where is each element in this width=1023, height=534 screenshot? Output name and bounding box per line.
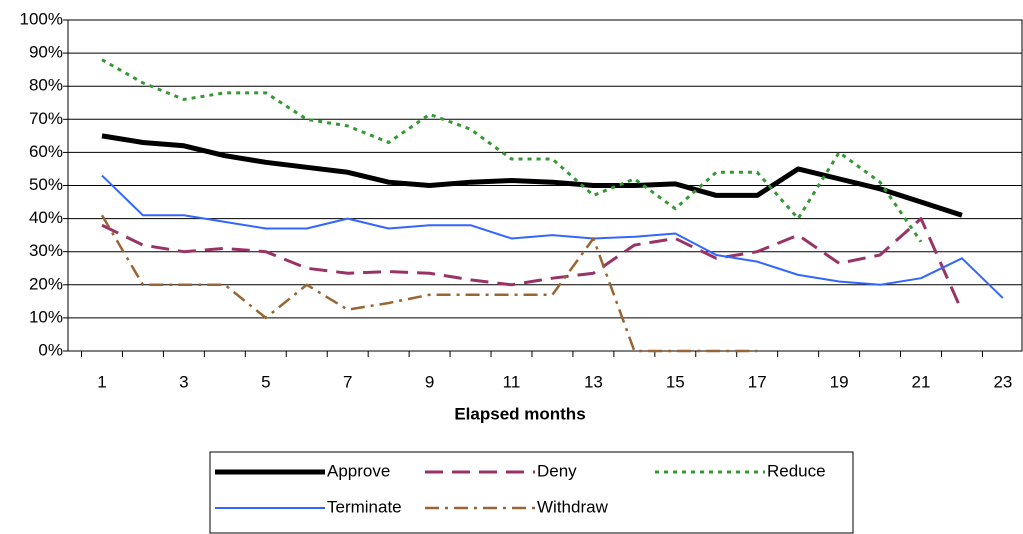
x-tick-label: 3 [179, 372, 188, 391]
y-tick-label: 90% [29, 43, 63, 62]
series-line [101, 174, 1004, 299]
y-tick-label: 70% [29, 109, 63, 128]
x-tick-label: 15 [666, 372, 685, 391]
legend-label: Terminate [327, 497, 402, 516]
series-line [101, 58, 923, 243]
x-tick-label: 13 [584, 372, 603, 391]
x-axis-title: Elapsed months [454, 404, 585, 423]
y-tick-label: 0% [38, 340, 63, 359]
series-line [101, 217, 964, 312]
x-tick-label: 9 [425, 372, 434, 391]
x-tick-label: 1 [97, 372, 106, 391]
x-tick-label: 5 [261, 372, 270, 391]
x-tick-label: 23 [993, 372, 1012, 391]
legend-label: Approve [327, 461, 390, 480]
y-tick-label: 100% [20, 9, 63, 28]
legend-label: Deny [537, 461, 577, 480]
series-line [100, 214, 758, 353]
x-tick-label: 7 [343, 372, 352, 391]
y-tick-label: 30% [29, 241, 63, 260]
legend-box [209, 451, 854, 534]
x-tick-label: 19 [830, 372, 849, 391]
x-tick-label: 17 [748, 372, 767, 391]
y-tick-label: 40% [29, 208, 63, 227]
y-tick-label: 50% [29, 175, 63, 194]
legend-label: Reduce [767, 461, 826, 480]
series-line [101, 133, 963, 218]
y-tick-label: 60% [29, 142, 63, 161]
x-tick-label: 11 [503, 372, 521, 391]
y-tick-label: 10% [29, 307, 63, 326]
y-tick-label: 80% [29, 76, 63, 95]
legend-label: Withdraw [537, 497, 609, 516]
x-tick-label: 21 [912, 372, 931, 391]
y-tick-label: 20% [29, 274, 63, 293]
